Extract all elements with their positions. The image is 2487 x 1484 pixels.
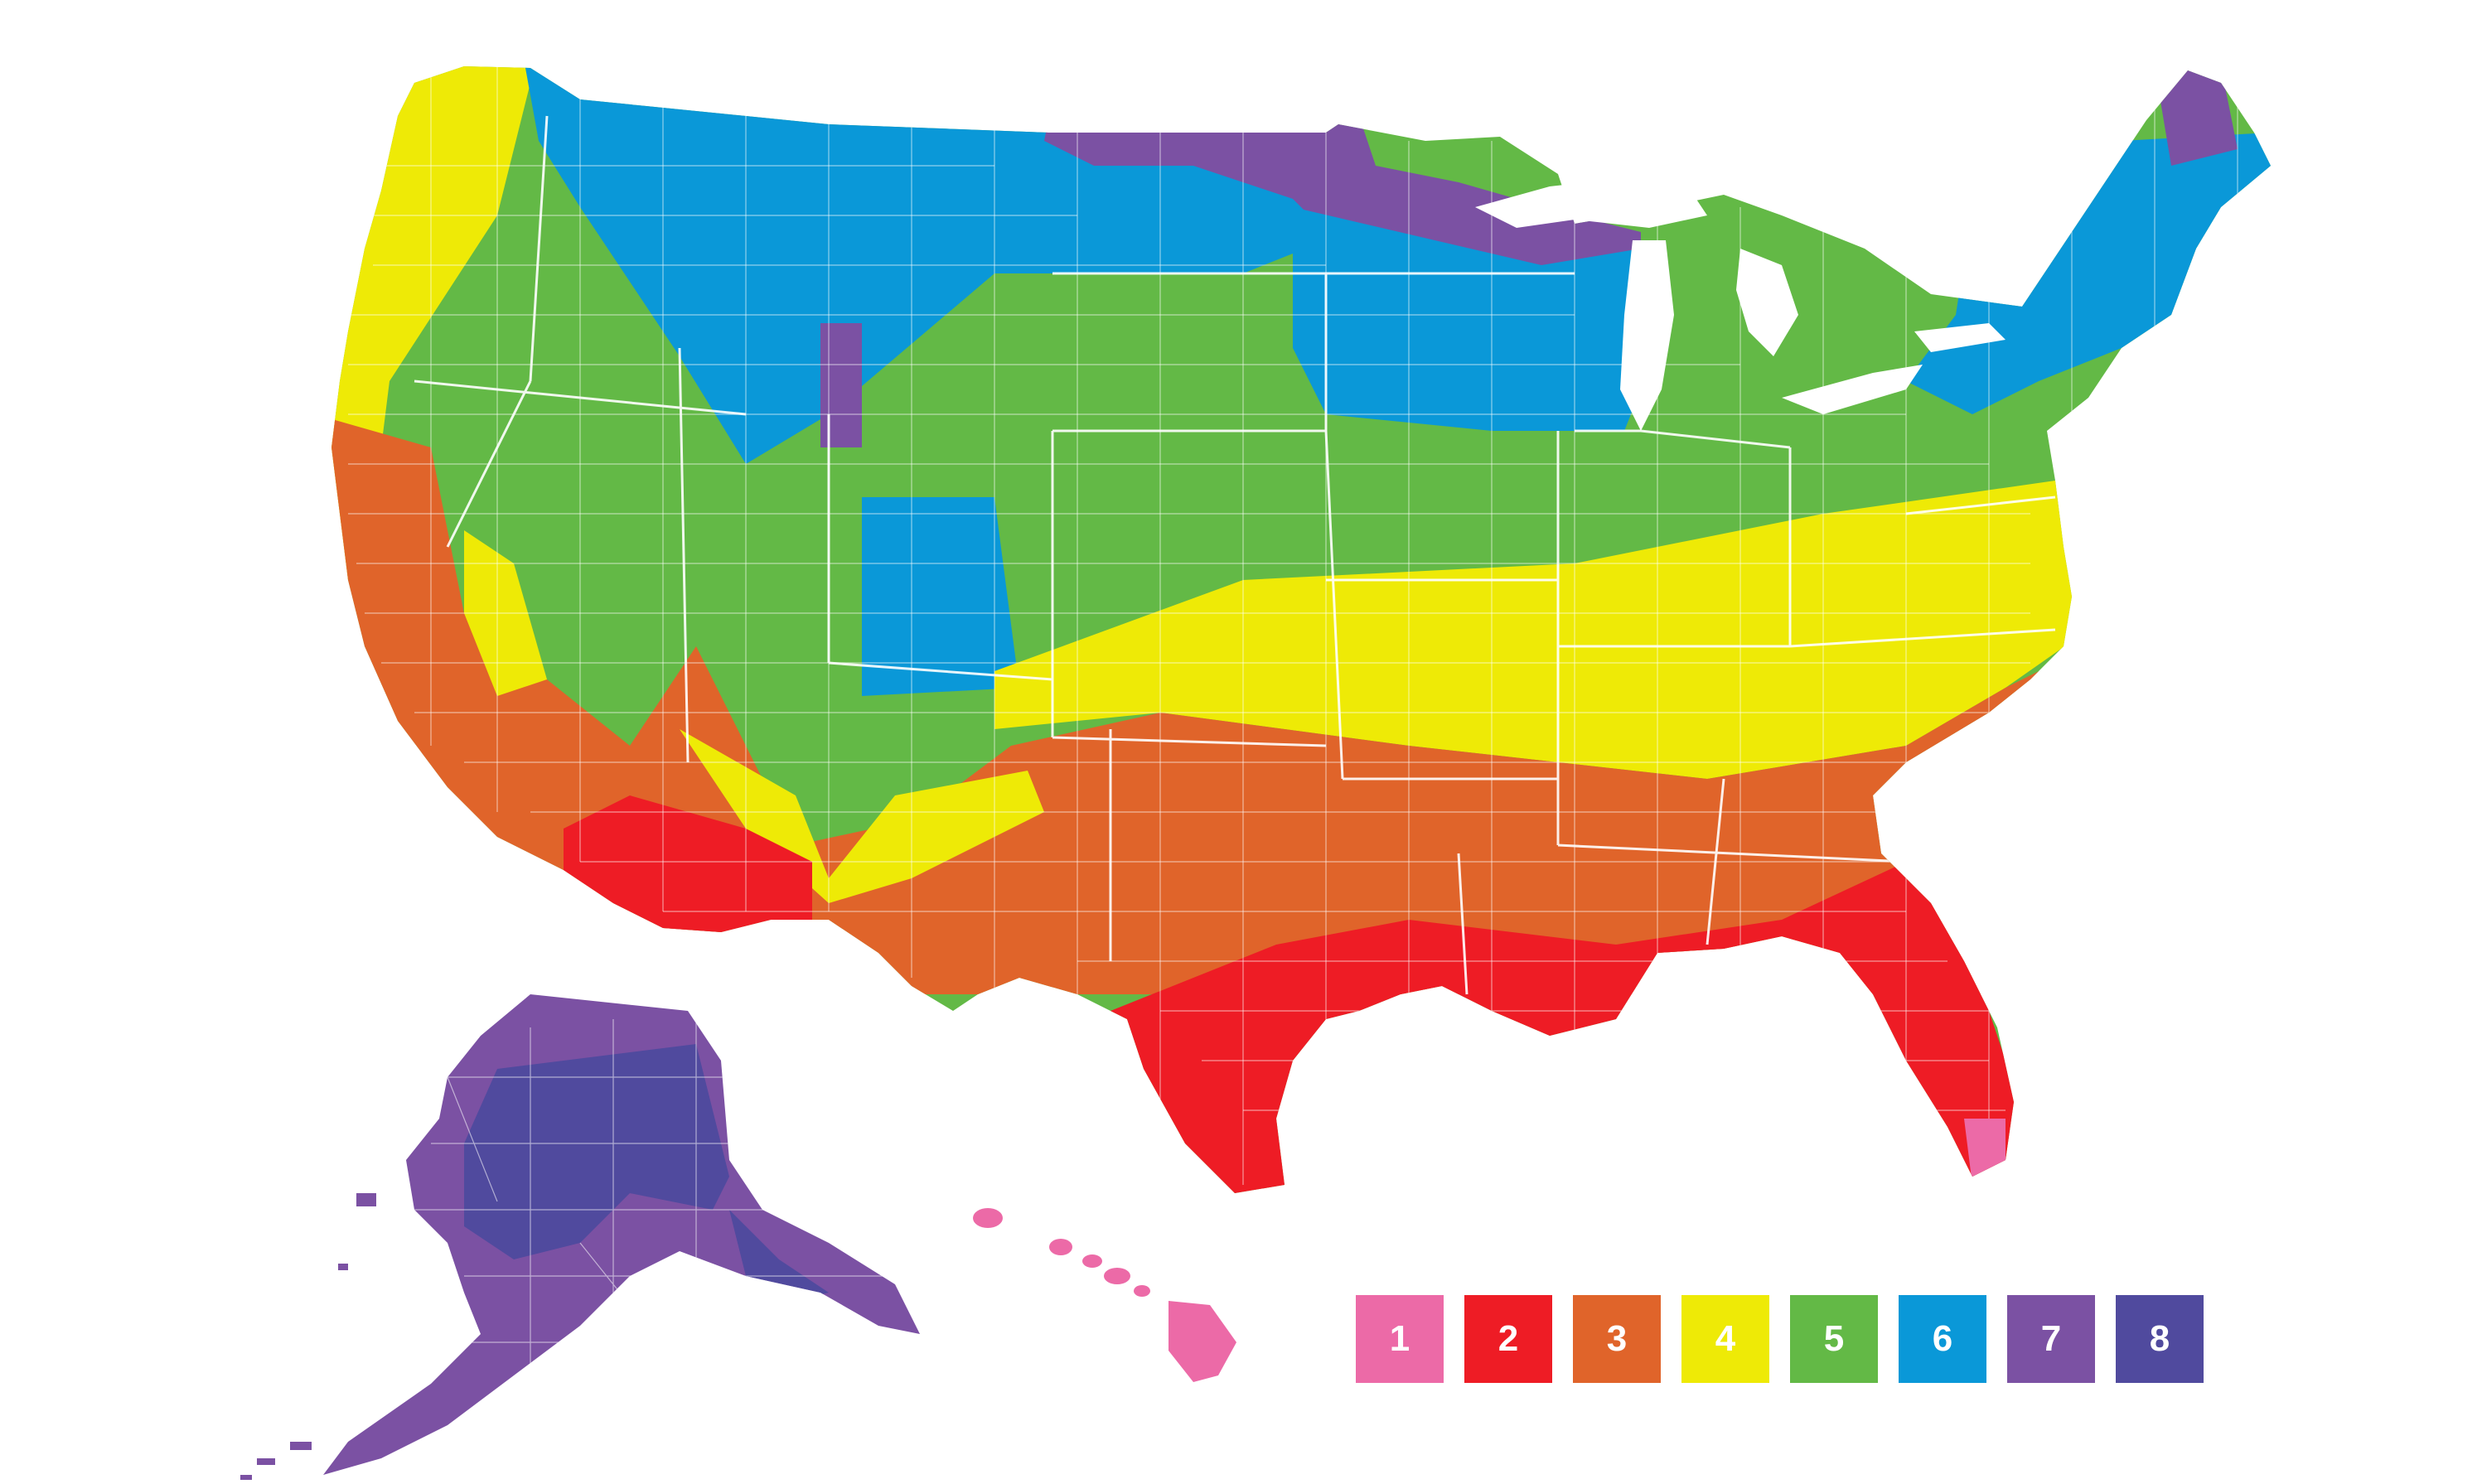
zone-region — [862, 497, 1019, 696]
zone-region — [1082, 1254, 1102, 1268]
legend-label: 1 — [1389, 1318, 1410, 1359]
zone-region — [1049, 1239, 1072, 1255]
legend-label: 6 — [1932, 1318, 1953, 1359]
legend-label: 5 — [1823, 1318, 1845, 1359]
legend-label: 7 — [2040, 1318, 2062, 1359]
legend-swatch-8: 8 — [2116, 1295, 2204, 1383]
zone-region — [680, 729, 1044, 903]
legend-label: 8 — [2149, 1318, 2170, 1359]
zone-region — [994, 481, 2088, 779]
zone-region — [290, 1442, 312, 1450]
zone-region — [1104, 1268, 1130, 1284]
lake-ontario — [1914, 323, 2006, 352]
zone-region — [1169, 1301, 1236, 1382]
alaska — [323, 994, 920, 1475]
zone-region — [820, 323, 862, 447]
legend-swatch-1: 1 — [1356, 1295, 1444, 1383]
lake-erie — [1782, 365, 1923, 414]
zone-region — [1293, 207, 1657, 431]
legend-label: 4 — [1715, 1318, 1736, 1359]
legend-label: 3 — [1606, 1318, 1628, 1359]
legend-label: 2 — [1498, 1318, 1519, 1359]
zone-region — [240, 1475, 252, 1480]
county-lines — [348, 66, 2238, 1185]
zone-region — [2155, 66, 2238, 166]
lake-michigan — [1620, 240, 1674, 431]
lake-huron — [1736, 249, 1798, 356]
aleutian-islands — [240, 1193, 376, 1480]
legend-swatch-2: 2 — [1464, 1295, 1552, 1383]
hawaii — [973, 1208, 1236, 1382]
zone-region — [356, 1193, 376, 1206]
zone-region — [1964, 1119, 2006, 1185]
legend-swatch-4: 4 — [1681, 1295, 1769, 1383]
legend-swatch-5: 5 — [1790, 1295, 1878, 1383]
legend-swatch-3: 3 — [1573, 1295, 1661, 1383]
zone-region — [257, 1458, 275, 1465]
lake-superior — [1475, 178, 1707, 228]
zone-legend: 1 2 3 4 5 6 7 8 — [1356, 1295, 2204, 1383]
great-lakes — [1475, 178, 2006, 431]
zone-region — [338, 1264, 348, 1270]
legend-swatch-6: 6 — [1899, 1295, 1986, 1383]
legend-swatch-7: 7 — [2007, 1295, 2095, 1383]
zone-region — [973, 1208, 1003, 1228]
zone-region — [1134, 1285, 1150, 1297]
